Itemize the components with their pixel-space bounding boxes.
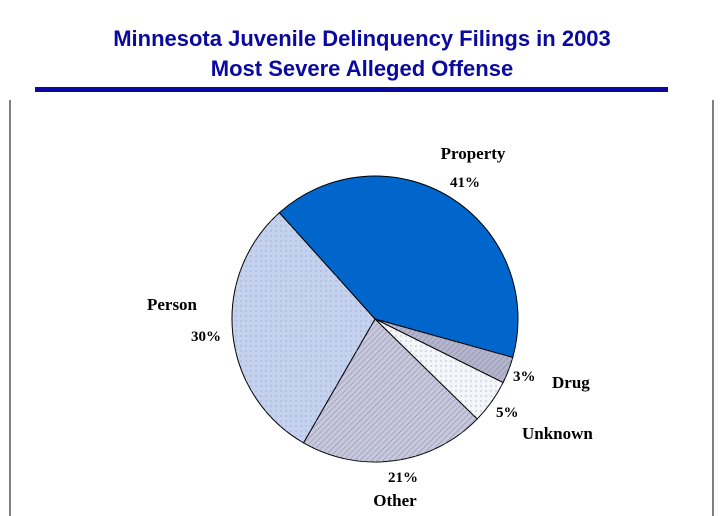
title-rule [35,87,668,92]
slice-value: 21% [388,470,418,486]
slice-value: 3% [513,369,536,385]
slice-label: Drug [552,373,590,392]
slice-value: 5% [496,405,519,421]
slice-label: Unknown [522,424,593,443]
slice-label: Other [373,491,417,510]
slice-value: 30% [191,329,221,345]
slice-label: Property [441,144,506,163]
slice-label: Person [147,295,198,314]
chart-title: Minnesota Juvenile Delinquency Filings i… [113,26,611,51]
slice-value: 41% [450,175,480,191]
chart-subtitle: Most Severe Alleged Offense [211,56,513,81]
